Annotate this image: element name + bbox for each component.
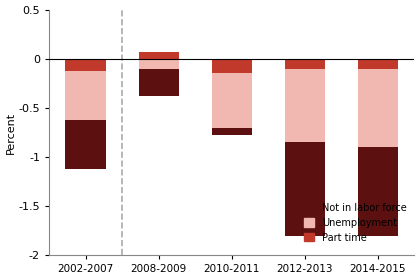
- Bar: [66, 120, 106, 169]
- Bar: [66, 59, 106, 71]
- Legend: Not in labor force, Unemployment, Part time: Not in labor force, Unemployment, Part t…: [302, 200, 410, 246]
- Bar: [285, 59, 325, 69]
- Bar: [139, 52, 179, 59]
- Bar: [212, 73, 252, 128]
- Bar: [139, 59, 179, 69]
- Bar: [285, 142, 325, 236]
- Bar: [139, 69, 179, 96]
- Bar: [358, 147, 398, 236]
- Bar: [358, 59, 398, 69]
- Bar: [66, 71, 106, 120]
- Y-axis label: Percent: Percent: [5, 111, 16, 153]
- Bar: [358, 69, 398, 147]
- Bar: [212, 128, 252, 136]
- Bar: [285, 69, 325, 142]
- Bar: [212, 59, 252, 73]
